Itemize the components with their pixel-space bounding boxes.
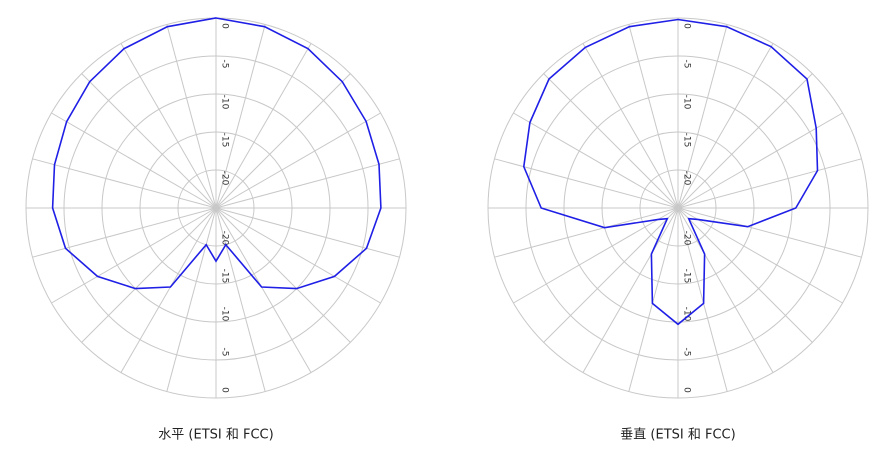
spoke bbox=[215, 158, 400, 209]
spoke bbox=[120, 43, 217, 209]
spoke bbox=[51, 112, 217, 209]
r-tick-label: -10 bbox=[682, 307, 692, 322]
spoke bbox=[677, 207, 843, 304]
spoke bbox=[51, 207, 217, 304]
r-tick-label: 0 bbox=[682, 387, 692, 393]
r-tick-label: 0 bbox=[682, 23, 692, 29]
grid-ring bbox=[601, 131, 755, 285]
spoke bbox=[677, 24, 728, 209]
r-tick-label: -5 bbox=[682, 60, 692, 69]
spoke bbox=[582, 43, 679, 209]
grid-ring bbox=[139, 131, 293, 285]
spoke bbox=[543, 207, 679, 343]
spoke bbox=[677, 112, 843, 209]
spoke bbox=[166, 24, 217, 209]
pattern-line bbox=[522, 18, 819, 326]
grid-ring bbox=[563, 93, 793, 323]
spoke bbox=[215, 207, 381, 304]
r-tick-label: -20 bbox=[682, 171, 692, 186]
spoke bbox=[582, 207, 679, 373]
spoke bbox=[215, 207, 351, 343]
r-tick-label: -15 bbox=[220, 269, 230, 284]
grid-ring bbox=[525, 55, 831, 361]
r-tick-label: -15 bbox=[220, 133, 230, 148]
polar-chart: 0 0 -5 -5 -10 -10 -15 -15 -20 -20 垂直 (ETSI 和 FCC) bbox=[487, 17, 869, 443]
spoke bbox=[215, 112, 381, 209]
spoke bbox=[215, 207, 266, 392]
r-tick-label: 0 bbox=[220, 23, 230, 29]
spoke bbox=[677, 73, 813, 209]
r-tick-label: -20 bbox=[220, 171, 230, 186]
spoke bbox=[513, 112, 679, 209]
spoke bbox=[628, 24, 679, 209]
spoke bbox=[215, 73, 351, 209]
grid-ring bbox=[487, 17, 869, 399]
r-tick-label: -20 bbox=[682, 231, 692, 246]
spoke bbox=[32, 207, 217, 258]
r-tick-label: -5 bbox=[682, 348, 692, 357]
spoke bbox=[494, 207, 679, 258]
r-tick-label: -10 bbox=[220, 95, 230, 110]
spoke bbox=[81, 207, 217, 343]
r-tick-label: 0 bbox=[220, 387, 230, 393]
chart-caption: 垂直 (ETSI 和 FCC) bbox=[620, 428, 735, 443]
spoke bbox=[543, 73, 679, 209]
spoke bbox=[628, 207, 679, 392]
grid-ring bbox=[63, 55, 369, 361]
spoke bbox=[677, 207, 774, 373]
r-tick-label: -5 bbox=[220, 60, 230, 69]
spoke bbox=[677, 158, 862, 209]
polar-chart: 0 0 -5 -5 -10 -10 -15 -15 -20 -20 水平 (ETSI 和 FCC) bbox=[25, 17, 407, 443]
r-tick-label: -10 bbox=[682, 95, 692, 110]
r-tick-label: -5 bbox=[220, 348, 230, 357]
grid-ring bbox=[101, 93, 331, 323]
grid-ring bbox=[639, 169, 717, 247]
spoke bbox=[677, 207, 728, 392]
r-tick-label: -15 bbox=[682, 269, 692, 284]
spoke bbox=[215, 207, 312, 373]
spoke bbox=[677, 43, 774, 209]
spoke bbox=[494, 158, 679, 209]
spoke bbox=[677, 207, 862, 258]
pattern-line bbox=[51, 17, 382, 290]
spoke bbox=[215, 24, 266, 209]
r-tick-label: -15 bbox=[682, 133, 692, 148]
r-tick-label: -20 bbox=[220, 231, 230, 246]
spoke bbox=[32, 158, 217, 209]
grid-ring bbox=[177, 169, 255, 247]
spoke bbox=[677, 207, 813, 343]
chart-caption: 水平 (ETSI 和 FCC) bbox=[158, 428, 273, 443]
r-tick-label: -10 bbox=[220, 307, 230, 322]
spoke bbox=[215, 207, 400, 258]
spoke bbox=[513, 207, 679, 304]
spoke bbox=[166, 207, 217, 392]
spoke bbox=[81, 73, 217, 209]
spoke bbox=[120, 207, 217, 373]
spoke bbox=[215, 43, 312, 209]
